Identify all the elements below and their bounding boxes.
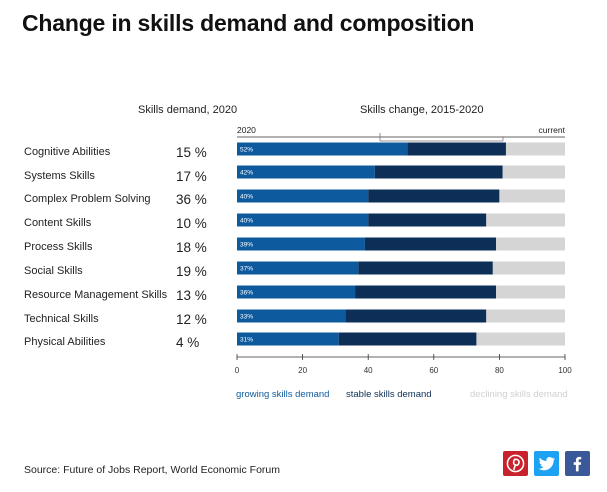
- legend-declining: declining skills demand: [470, 389, 568, 400]
- bar-segment-stable: [358, 261, 493, 275]
- row-demand-percent: 15 %: [176, 145, 207, 160]
- bar-segment-growing: [237, 309, 346, 323]
- bar-segment-declining: [496, 285, 565, 299]
- bar-segment-declining: [486, 213, 565, 227]
- twitter-icon: [538, 457, 556, 471]
- row-label: Technical Skills: [24, 313, 99, 325]
- bar-value-label: 31%: [240, 337, 253, 344]
- bar-value-label: 37%: [240, 266, 253, 273]
- bar-segment-declining: [486, 309, 565, 323]
- top-axis-label-right: current: [539, 125, 566, 135]
- row-demand-percent: 4 %: [176, 335, 200, 350]
- row-demand-percent: 10 %: [176, 216, 207, 231]
- row-label: Social Skills: [24, 265, 83, 277]
- row-demand-percent: 12 %: [176, 312, 207, 327]
- facebook-icon: [573, 456, 582, 472]
- bar-segment-declining: [502, 165, 565, 179]
- skills-demand-header: Skills demand, 2020: [138, 104, 238, 116]
- facebook-share-button[interactable]: [565, 451, 590, 476]
- bar-value-label: 36%: [240, 290, 253, 297]
- source-note: Source: Future of Jobs Report, World Eco…: [24, 464, 280, 476]
- twitter-share-button[interactable]: [534, 451, 559, 476]
- bar-segment-declining: [505, 142, 565, 156]
- bar-segment-growing: [237, 285, 356, 299]
- x-axis-tick-label: 0: [235, 366, 240, 375]
- bar-segment-growing: [237, 165, 375, 179]
- bar-segment-declining: [476, 332, 565, 346]
- row-demand-percent: 18 %: [176, 240, 207, 255]
- pinterest-icon: [506, 454, 525, 473]
- bar-segment-stable: [407, 142, 506, 156]
- x-axis-tick-label: 40: [364, 366, 373, 375]
- x-axis-tick-label: 80: [495, 366, 504, 375]
- row-label: Content Skills: [24, 217, 92, 229]
- bar-value-label: 42%: [240, 170, 253, 177]
- row-demand-percent: 19 %: [176, 264, 207, 279]
- bar-segment-stable: [368, 189, 500, 203]
- bar-segment-stable: [364, 237, 497, 251]
- bar-value-label: 33%: [240, 314, 253, 321]
- legend-stable: stable skills demand: [346, 389, 432, 400]
- pinterest-share-button[interactable]: [503, 451, 528, 476]
- bar-segment-growing: [237, 189, 369, 203]
- bar-segment-declining: [496, 237, 565, 251]
- bar-segment-declining: [492, 261, 565, 275]
- x-axis-tick-label: 60: [429, 366, 438, 375]
- x-axis-tick-label: 100: [558, 366, 572, 375]
- bar-value-label: 39%: [240, 242, 253, 249]
- row-demand-percent: 17 %: [176, 169, 207, 184]
- bar-segment-declining: [499, 189, 565, 203]
- chart-title: Change in skills demand and composition: [22, 10, 475, 36]
- bar-value-label: 40%: [240, 218, 253, 225]
- bar-segment-stable: [368, 213, 487, 227]
- row-label: Process Skills: [24, 241, 93, 253]
- bar-value-label: 40%: [240, 194, 253, 201]
- row-label: Resource Management Skills: [24, 289, 168, 301]
- row-label: Cognitive Abilities: [24, 146, 111, 158]
- row-demand-percent: 36 %: [176, 192, 207, 207]
- bar-segment-growing: [237, 261, 359, 275]
- bar-value-label: 52%: [240, 147, 253, 154]
- bar-segment-growing: [237, 213, 369, 227]
- top-axis-label-left: 2020: [237, 125, 256, 135]
- bar-segment-growing: [237, 237, 365, 251]
- row-label: Complex Problem Solving: [24, 193, 151, 205]
- bar-segment-growing: [237, 142, 408, 156]
- bar-segment-growing: [237, 332, 339, 346]
- bar-segment-stable: [355, 285, 497, 299]
- row-label: Systems Skills: [24, 170, 95, 182]
- row-demand-percent: 13 %: [176, 288, 207, 303]
- bar-segment-stable: [345, 309, 487, 323]
- row-label: Physical Abilities: [24, 336, 106, 348]
- skills-change-header: Skills change, 2015-2020: [360, 104, 484, 116]
- x-axis-tick-label: 20: [298, 366, 307, 375]
- bar-segment-stable: [374, 165, 503, 179]
- legend-growing: growing skills demand: [236, 389, 330, 400]
- bar-segment-stable: [338, 332, 477, 346]
